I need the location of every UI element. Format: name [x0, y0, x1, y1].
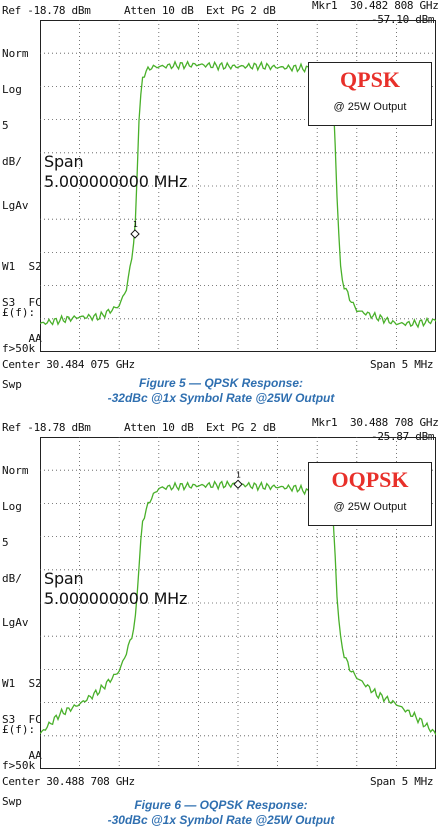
scale-line: Log [2, 500, 22, 513]
trace-line: S3 FC [2, 713, 42, 726]
caption-line: -32dBc @1x Symbol Rate @25W Output [107, 391, 335, 405]
legend-box: OQPSK @ 25W Output [308, 462, 432, 526]
caption-line: -30dBc @1x Symbol Rate @25W Output [107, 813, 335, 827]
trace-line: AA [2, 749, 42, 762]
center-frequency: Center 30.484 075 GHz [2, 358, 135, 371]
marker-diamond [233, 479, 243, 489]
trace-plot: 1 [40, 437, 436, 769]
span-readout: Span 5 MHz [370, 775, 434, 788]
marker-diamond [130, 229, 140, 239]
attenuation: Atten 10 dB [124, 4, 194, 17]
scale-line: dB/ [2, 572, 22, 585]
trace-line: AA [2, 332, 42, 345]
ref-level: Ref -18.78 dBm [2, 421, 91, 434]
legend-subtitle: @ 25W Output [333, 101, 407, 113]
scale-line: Norm [2, 464, 29, 477]
legend-subtitle: @ 25W Output [333, 501, 407, 513]
marker-level: -25.87 dBm [371, 430, 435, 443]
trace-info: W1 S2 S3 FC AA [2, 654, 42, 786]
scale-line: dB/ [2, 155, 22, 168]
ext-gain: Ext PG 2 dB [206, 4, 276, 17]
sweep-line: £(f): [2, 306, 36, 319]
span-label: Span [44, 569, 84, 588]
center-frequency: Center 30.488 708 GHz [2, 775, 135, 788]
trace-line: W1 S2 [2, 677, 42, 690]
attenuation: Atten 10 dB [124, 421, 194, 434]
avg-mode: LgAv [2, 199, 29, 212]
caption-line: Figure 5 — QPSK Response: [138, 376, 304, 390]
marker-label: Mkr1 [312, 0, 338, 12]
scale-line: Norm [2, 47, 29, 60]
scale-line: 5 [2, 119, 9, 132]
scale-info: Norm Log 5 dB/ [2, 24, 29, 192]
sweep-info: £(f): f>50k Swp [2, 283, 35, 415]
scale-line: Log [2, 83, 22, 96]
marker-frequency: 30.488 708 GHz [350, 416, 439, 429]
legend-title: OQPSK [331, 467, 409, 492]
marker-number: 1 [133, 220, 138, 229]
caption-line: Figure 6 — OQPSK Response: [134, 798, 308, 812]
marker-label: Mkr1 [312, 416, 338, 429]
span-value: 5.000000000 MHz [44, 589, 188, 608]
legend-box: QPSK @ 25W Output [308, 62, 432, 126]
sweep-line: Swp [2, 378, 22, 391]
analyzer-panel-qpsk: Ref -18.78 dBm Atten 10 dB Ext PG 2 dB M… [0, 0, 442, 391]
scale-info: Norm Log 5 dB/ [2, 441, 29, 609]
sweep-info: £(f): f>50k Swp [2, 700, 35, 832]
trace-line: S3 FC [2, 296, 42, 309]
ext-gain: Ext PG 2 dB [206, 421, 276, 434]
sweep-line: £(f): [2, 723, 36, 736]
trace-plot: 1 [40, 20, 436, 352]
ref-level: Ref -18.78 dBm [2, 4, 91, 17]
analyzer-panel-oqpsk: Ref -18.78 dBm Atten 10 dB Ext PG 2 dB M… [0, 416, 442, 808]
scale-line: 5 [2, 536, 9, 549]
spectrum-trace [40, 60, 436, 329]
span-value: 5.000000000 MHz [44, 172, 188, 191]
legend-title: QPSK [340, 67, 400, 92]
sweep-line: f>50k [2, 342, 36, 355]
figure-caption: Figure 5 — QPSK Response: -32dBc @1x Sym… [0, 376, 442, 406]
trace-line: W1 S2 [2, 260, 42, 273]
span-readout: Span 5 MHz [370, 358, 434, 371]
marker-level: -57.10 dBm [371, 13, 435, 26]
plot-area: 1 [40, 20, 436, 352]
avg-mode: LgAv [2, 616, 29, 629]
trace-info: W1 S2 S3 FC AA [2, 237, 42, 369]
figure-caption: Figure 6 — OQPSK Response: -30dBc @1x Sy… [0, 798, 442, 828]
marker-number: 1 [236, 470, 241, 479]
sweep-line: Swp [2, 795, 22, 808]
span-label: Span [44, 152, 84, 171]
marker-frequency: 30.482 808 GHz [350, 0, 439, 12]
plot-area: 1 [40, 437, 436, 769]
sweep-line: f>50k [2, 759, 36, 772]
